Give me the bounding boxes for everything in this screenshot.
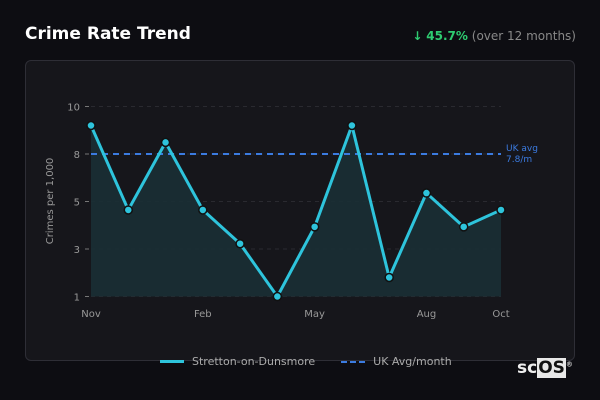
- data-point: [235, 238, 245, 249]
- data-point: [272, 291, 283, 302]
- page-title: Crime Rate Trend: [25, 24, 191, 44]
- data-point: [496, 205, 506, 215]
- reference-label: UK avg: [506, 144, 538, 154]
- data-point: [123, 205, 134, 215]
- change-period: (over 12 months): [471, 29, 576, 43]
- y-tick-label: 10: [67, 103, 80, 114]
- data-point: [347, 120, 357, 131]
- x-tick-label: Feb: [194, 309, 212, 320]
- data-point: [384, 272, 394, 283]
- scos-logo: scOS®: [517, 358, 573, 378]
- data-point: [160, 137, 171, 148]
- y-tick-label: 5: [74, 198, 80, 209]
- x-tick-label: Aug: [417, 309, 437, 320]
- legend: Stretton-on-Dunsmore UK Avg/month: [160, 355, 452, 368]
- data-point: [421, 188, 432, 198]
- legend-item-series[interactable]: Stretton-on-Dunsmore: [160, 355, 315, 368]
- series-line: [89, 124, 502, 298]
- y-tick-label: 3: [74, 245, 80, 256]
- legend-item-reference[interactable]: UK Avg/month: [341, 355, 452, 368]
- data-point: [309, 222, 320, 232]
- data-point: [458, 222, 469, 232]
- change-value: 45.7%: [426, 29, 468, 43]
- x-tick-label: May: [304, 309, 325, 320]
- legend-label-series: Stretton-on-Dunsmore: [192, 355, 316, 368]
- data-point: [198, 205, 208, 215]
- x-tick-label: Oct: [492, 309, 509, 320]
- data-point: [86, 120, 96, 131]
- x-tick-label: Nov: [81, 309, 101, 320]
- y-axis-label: Crimes per 1,000: [45, 158, 56, 245]
- trend-down-icon: ↓: [412, 29, 423, 43]
- change-stat: ↓ 45.7% (over 12 months): [412, 29, 576, 43]
- legend-label-reference: UK Avg/month: [373, 355, 452, 368]
- series-swatch: [160, 360, 184, 363]
- y-tick-label: 8: [74, 150, 80, 161]
- series-area: [91, 125, 501, 297]
- reference-value: 7.8/m: [506, 155, 532, 165]
- y-tick-label: 1: [74, 293, 80, 304]
- reference-swatch: [341, 360, 366, 363]
